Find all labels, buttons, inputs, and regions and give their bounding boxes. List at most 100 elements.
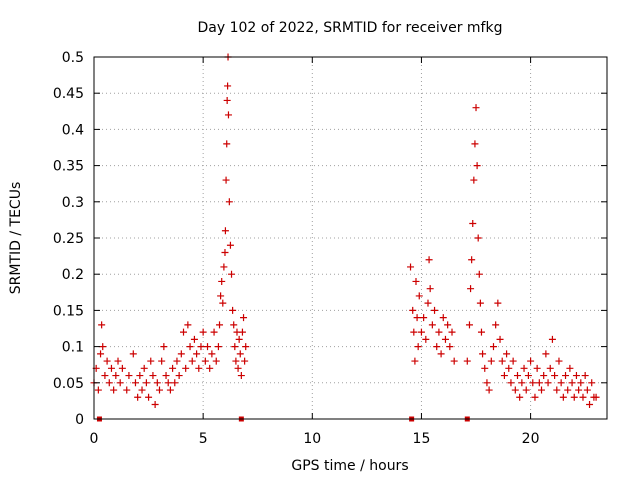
data-point — [222, 176, 230, 184]
data-point — [424, 299, 432, 307]
data-point — [162, 372, 170, 380]
data-point — [118, 364, 126, 372]
data-point — [175, 372, 183, 380]
data-point — [492, 321, 500, 329]
data-point — [164, 379, 172, 387]
x-tick-label: 20 — [522, 431, 540, 447]
data-point — [99, 343, 107, 351]
data-point — [201, 357, 209, 365]
data-point — [568, 379, 576, 387]
data-point — [505, 364, 513, 372]
data-point — [586, 401, 594, 409]
data-point — [551, 372, 559, 380]
data-point — [518, 379, 526, 387]
data-point — [223, 96, 231, 104]
data-point — [97, 350, 105, 358]
data-point — [566, 364, 574, 372]
data-point — [129, 350, 137, 358]
data-point — [522, 386, 530, 394]
data-point — [477, 328, 485, 336]
data-point — [487, 357, 495, 365]
data-point — [149, 372, 157, 380]
data-point — [542, 350, 550, 358]
chart-title: Day 102 of 2022, SRMTID for receiver mfk… — [198, 20, 503, 36]
data-point — [206, 364, 214, 372]
data-point — [494, 299, 502, 307]
data-point — [546, 364, 554, 372]
y-tick-label: 0.45 — [53, 86, 84, 102]
data-point — [230, 321, 238, 329]
data-point — [535, 379, 543, 387]
data-point — [583, 386, 591, 394]
data-point — [407, 263, 415, 271]
data-point — [177, 350, 185, 358]
data-point — [431, 306, 439, 314]
data-point — [241, 357, 249, 365]
data-point — [435, 328, 443, 336]
data-point — [444, 321, 452, 329]
data-point — [481, 364, 489, 372]
data-point — [235, 335, 243, 343]
data-point — [107, 364, 115, 372]
data-point — [415, 292, 423, 300]
data-point — [511, 386, 519, 394]
y-tick-label: 0.35 — [53, 159, 84, 175]
data-point — [467, 285, 475, 293]
data-point — [426, 285, 434, 293]
data-point — [441, 335, 449, 343]
data-point — [140, 364, 148, 372]
data-point — [188, 357, 196, 365]
data-point — [197, 343, 205, 351]
data-point — [575, 386, 583, 394]
data-point — [463, 357, 471, 365]
y-axis-label: SRMTID / TECUs — [8, 182, 24, 295]
data-point — [439, 314, 447, 322]
y-tick-label: 0.1 — [62, 340, 84, 356]
data-point — [410, 328, 418, 336]
data-point — [579, 393, 587, 401]
y-tick-label: 0.2 — [62, 267, 84, 283]
data-point — [234, 364, 242, 372]
data-point — [218, 277, 226, 285]
data-point — [524, 372, 532, 380]
y-tick-label: 0.5 — [62, 50, 84, 66]
data-point — [186, 343, 194, 351]
data-point — [160, 343, 168, 351]
data-point — [147, 357, 155, 365]
data-point — [513, 372, 521, 380]
data-point — [509, 357, 517, 365]
data-point — [212, 357, 220, 365]
data-point — [195, 364, 203, 372]
data-point — [409, 306, 417, 314]
data-point — [103, 357, 111, 365]
data-point — [588, 379, 596, 387]
data-point — [138, 386, 146, 394]
data-point — [221, 227, 229, 235]
data-point — [229, 306, 237, 314]
data-point — [446, 343, 454, 351]
data-point — [557, 379, 565, 387]
data-point — [548, 335, 556, 343]
data-point — [240, 314, 248, 322]
data-point — [112, 372, 120, 380]
data-point — [527, 357, 535, 365]
data-point — [420, 314, 428, 322]
data-points — [90, 53, 600, 422]
x-axis-label: GPS time / hours — [291, 458, 408, 474]
data-point — [422, 335, 430, 343]
data-point — [223, 140, 231, 148]
data-point — [516, 393, 524, 401]
data-point — [136, 372, 144, 380]
data-point — [142, 379, 150, 387]
data-point — [125, 372, 133, 380]
data-point — [450, 357, 458, 365]
data-point — [94, 386, 102, 394]
data-point — [184, 321, 192, 329]
data-point — [224, 82, 232, 90]
data-point — [224, 111, 232, 119]
x-tick-label: 0 — [90, 431, 99, 447]
data-point — [475, 270, 483, 278]
data-point — [485, 386, 493, 394]
data-point — [219, 299, 227, 307]
